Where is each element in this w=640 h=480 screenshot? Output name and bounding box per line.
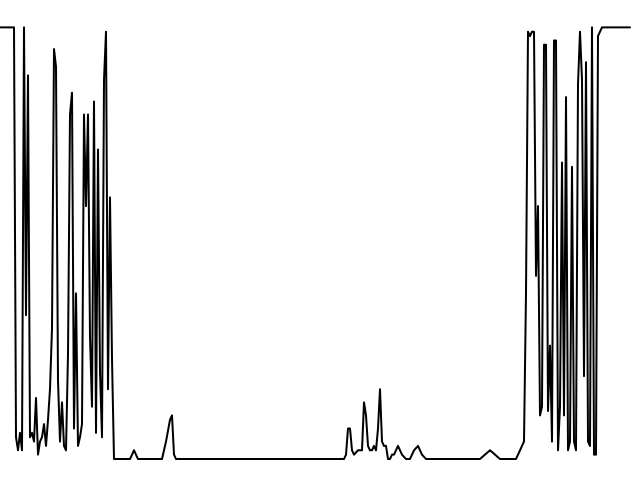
series-line-0 — [0, 26, 631, 460]
series-layer — [0, 26, 631, 460]
